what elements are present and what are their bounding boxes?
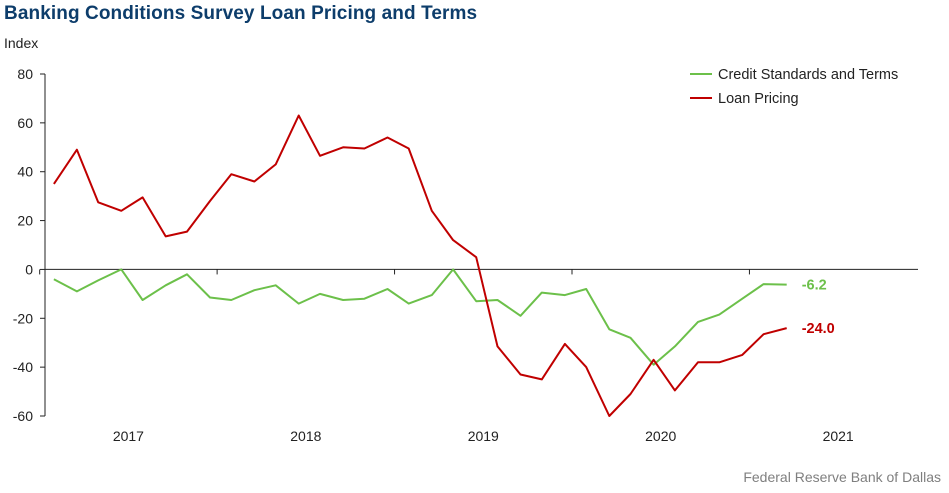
source-note: Federal Reserve Bank of Dallas — [743, 469, 941, 485]
axes: 80 60 40 20 0 -20 -40 -60 2017 2018 2019 2020 2021 — [13, 66, 918, 444]
y-tick-label: 20 — [17, 213, 33, 229]
y-tick-label: 80 — [17, 66, 33, 82]
chart-title: Banking Conditions Survey Loan Pricing a… — [4, 3, 478, 24]
x-tick-label: 2017 — [113, 428, 144, 444]
y-tick-label: 0 — [25, 261, 33, 277]
y-tick-label: 60 — [17, 115, 33, 131]
y-axis-label: Index — [4, 35, 39, 51]
series-line-loan-pricing — [53, 114, 787, 417]
end-value-label: -6.2 — [802, 278, 827, 294]
y-tick-label: 40 — [17, 164, 33, 180]
x-tick-label: 2019 — [468, 428, 499, 444]
series-group — [53, 114, 787, 417]
end-labels: -6.2 -24.0 — [802, 278, 835, 337]
x-tick-label: 2021 — [823, 428, 854, 444]
y-tick-label: -40 — [13, 359, 33, 375]
legend: Credit Standards and Terms Loan Pricing — [690, 67, 898, 107]
y-tick-label: -20 — [13, 310, 33, 326]
legend-label: Loan Pricing — [718, 91, 799, 107]
end-value-label: -24.0 — [802, 321, 835, 337]
x-tick-label: 2020 — [645, 428, 676, 444]
x-tick-label: 2018 — [290, 428, 321, 444]
y-tick-label: -60 — [13, 408, 33, 424]
series-line-credit-standards-and-terms — [53, 268, 787, 366]
legend-label: Credit Standards and Terms — [718, 67, 898, 83]
